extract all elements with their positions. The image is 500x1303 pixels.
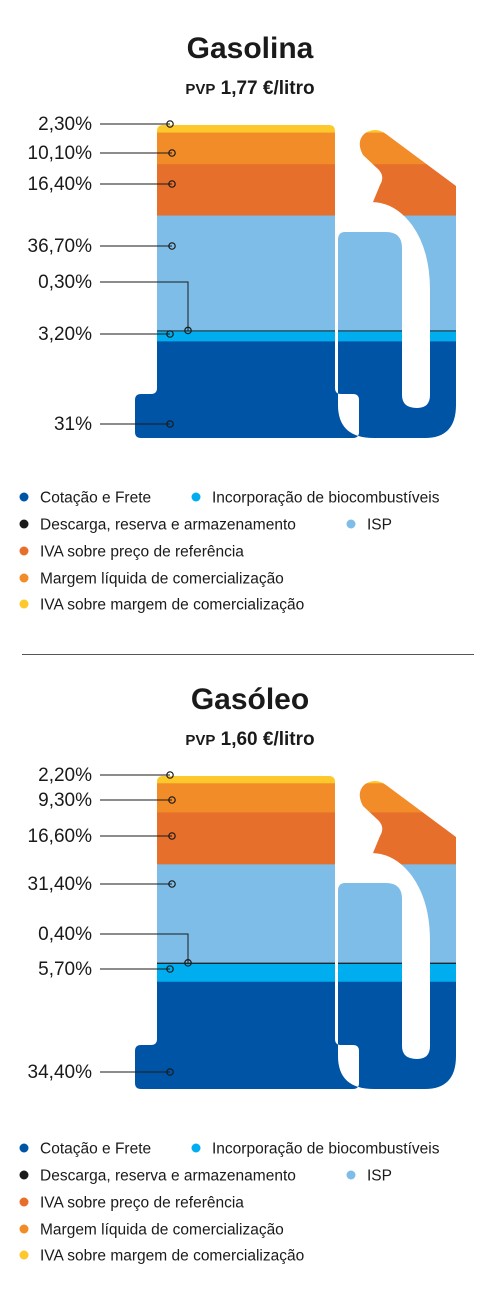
legend-swatch <box>19 1170 29 1180</box>
leader-dot <box>168 242 176 250</box>
value-label: 0,40% <box>38 924 92 945</box>
legend-swatch <box>19 546 29 556</box>
bar-segment <box>135 981 456 1089</box>
bar-segment <box>135 215 456 331</box>
value-label: 2,20% <box>38 765 92 786</box>
legend-label: IVA sobre preço de referência <box>40 544 244 561</box>
legend-label: Descarga, reserva e armazenamento <box>40 517 296 534</box>
leader-dot <box>166 1068 174 1076</box>
value-label: 34,40% <box>28 1062 93 1083</box>
gasoleo-panel: Gasóleo PVP 1,60 €/litro 34,40% 5,70% 0,40… <box>0 651 500 1291</box>
bar-segment <box>135 776 456 784</box>
legend-label: Incorporação de biocombustíveis <box>212 490 440 507</box>
legend-swatch <box>346 1170 356 1180</box>
chart-subtitle: PVP 1,77 €/litro <box>0 78 500 100</box>
leader-dot <box>184 326 192 335</box>
section-divider <box>22 654 474 655</box>
legend-label: IVA sobre margem de comercialização <box>40 1248 304 1265</box>
legend-label: Cotação e Frete <box>40 490 151 507</box>
legend-swatch <box>19 1250 29 1260</box>
bar-segment <box>135 163 456 216</box>
legend-label: Margem líquida de comercialização <box>40 571 284 588</box>
legend-label: IVA sobre preço de referência <box>40 1195 244 1212</box>
legend-swatch <box>19 1197 29 1207</box>
value-label: 31% <box>54 414 92 435</box>
legend-label: Incorporação de biocombustíveis <box>212 1141 440 1158</box>
leader-line <box>100 281 189 331</box>
pvp-prefix: PVP <box>185 732 216 749</box>
legend-swatch <box>191 492 201 502</box>
fuel-pump-chart: 34,40% 5,70% 0,40% 31,40% 16,60% 9,30% 2,20% Co… <box>19 765 456 1265</box>
leader-dot <box>168 180 176 188</box>
leader-dot <box>168 880 176 888</box>
legend-label: ISP <box>367 517 392 534</box>
bar-segment <box>135 962 456 964</box>
pvp-prefix: PVP <box>185 81 216 98</box>
leader-dot <box>166 771 174 779</box>
gasolina-panel: Gasolina PVP 1,77 €/litro 31% 3,20% 0,30% 3… <box>0 0 500 640</box>
value-label: 9,30% <box>38 790 92 811</box>
fuel-pump-chart: 31% 3,20% 0,30% 36,70% 16,40% 10,10% 2,30% Cota… <box>19 114 456 614</box>
legend-swatch <box>19 599 29 609</box>
value-label: 5,70% <box>38 959 92 980</box>
value-label: 16,40% <box>28 174 93 195</box>
leader-dot <box>184 959 192 967</box>
value-label: 16,60% <box>28 826 93 847</box>
value-label: 31,40% <box>28 874 93 895</box>
legend-swatch <box>19 1143 29 1153</box>
bar-segment <box>135 125 456 133</box>
leader-dot <box>166 330 174 338</box>
bar-segment <box>135 340 456 438</box>
legend-label: ISP <box>367 1168 392 1185</box>
chart-title: Gasóleo <box>190 683 310 716</box>
value-label: 3,20% <box>38 324 92 345</box>
leader-dot <box>166 420 174 428</box>
legend-swatch <box>19 519 29 529</box>
price-value: 1,77 €/litro <box>220 78 315 99</box>
leader-dot <box>166 965 174 973</box>
legend-swatch <box>191 1143 201 1153</box>
legend-swatch <box>19 573 29 583</box>
bar-segment <box>135 132 456 165</box>
legend-swatch <box>19 492 29 502</box>
legend-label: Margem líquida de comercialização <box>40 1222 284 1239</box>
bar-segment <box>135 330 456 332</box>
chart-subtitle: PVP 1,60 €/litro <box>0 729 500 751</box>
value-label: 36,70% <box>28 236 93 257</box>
legend-label: Cotação e Frete <box>40 1141 151 1158</box>
value-label: 0,30% <box>38 272 92 293</box>
legend-label: IVA sobre margem de comercialização <box>40 597 304 614</box>
bar-segment <box>135 963 456 982</box>
legend-label: Descarga, reserva e armazenamento <box>40 1168 296 1185</box>
legend-swatch <box>19 1224 29 1234</box>
value-label: 10,10% <box>28 143 93 164</box>
chart-title: Gasolina <box>186 32 314 65</box>
leader-dot <box>166 120 174 128</box>
bar-segment <box>135 330 456 342</box>
leader-dot <box>168 149 176 157</box>
price-value: 1,60 €/litro <box>220 729 315 750</box>
bar-segment <box>135 811 456 865</box>
bar-segment <box>135 863 456 963</box>
leader-dot <box>168 796 176 804</box>
leader-line <box>100 933 189 963</box>
leader-dot <box>168 832 176 840</box>
legend-swatch <box>346 519 356 529</box>
value-label: 2,30% <box>38 114 92 135</box>
